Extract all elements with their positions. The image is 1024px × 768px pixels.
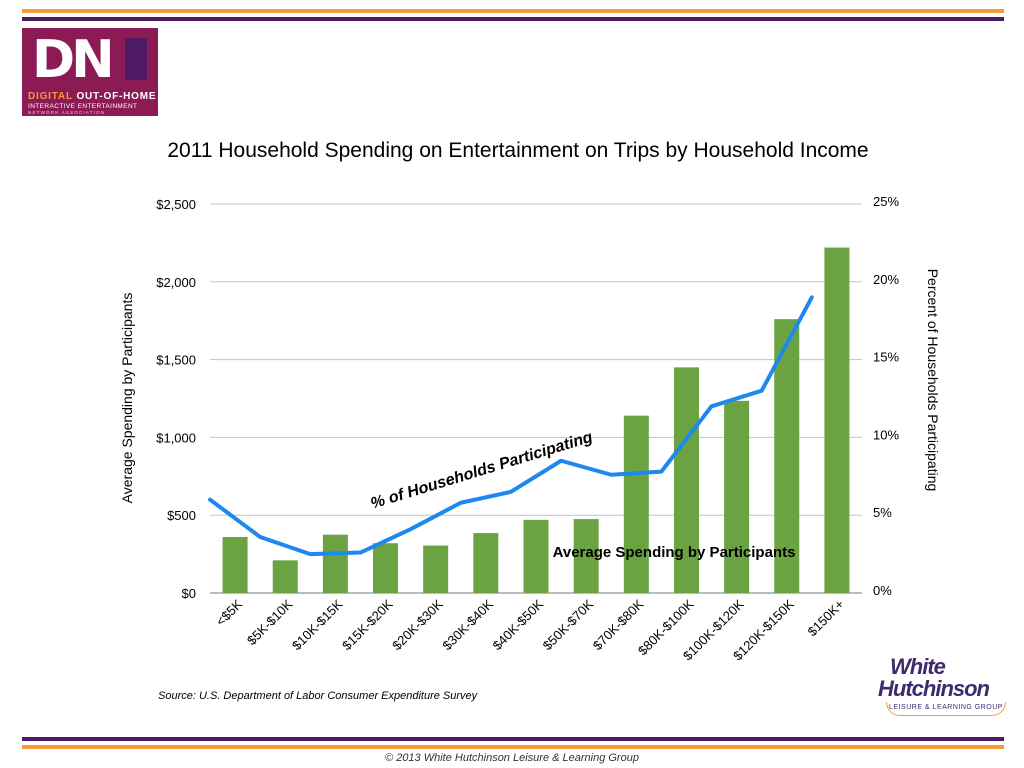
dooh-logo: DN DIGITAL OUT-OF-HOME INTERACTIVE ENTER… xyxy=(22,28,158,116)
x-axis-ticks: <$5K$5K-$10K$10K-$15K$15K-$20K$20K-$30K$… xyxy=(213,596,847,663)
copyright: © 2013 White Hutchinson Leisure & Learni… xyxy=(385,752,639,764)
x-tick-label: $150K+ xyxy=(804,597,847,640)
bars xyxy=(222,247,850,593)
bar xyxy=(523,519,549,593)
y2-tick-label: 5% xyxy=(873,505,892,520)
x-tick-label: $20K-$30K xyxy=(389,596,446,653)
participation-line xyxy=(208,295,814,557)
y-tick-label: $2,000 xyxy=(156,275,196,290)
x-tick-label: $50K-$70K xyxy=(540,596,597,653)
bar xyxy=(774,319,800,593)
y-tick-label: $1,500 xyxy=(156,353,196,368)
bar xyxy=(222,536,248,593)
line-path xyxy=(208,295,814,557)
y2-tick-label: 15% xyxy=(873,350,899,365)
y2-axis-label: Percent of Households Participating xyxy=(925,269,941,492)
bar xyxy=(272,560,298,593)
bar xyxy=(724,400,750,593)
dooh-logo-line1: DIGITAL OUT-OF-HOME xyxy=(28,91,156,102)
dooh-logo-block xyxy=(125,38,147,80)
top-rule-orange xyxy=(22,9,1004,13)
y-tick-label: $1,000 xyxy=(156,430,196,445)
bar xyxy=(373,543,399,593)
dooh-logo-digital: DIGITAL xyxy=(28,91,73,102)
bar xyxy=(673,367,699,593)
y-tick-label: $500 xyxy=(167,508,196,523)
y2-tick-label: 25% xyxy=(873,194,899,209)
x-tick-label: $30K-$40K xyxy=(439,596,496,653)
wh-logo-line2: Hutchinson xyxy=(878,676,990,701)
white-hutchinson-logo: White Hutchinson LEISURE & LEARNING GROU… xyxy=(862,656,1010,726)
y2-tick-label: 20% xyxy=(873,272,899,287)
bar-series-label: Average Spending by Participants xyxy=(553,544,796,561)
bar xyxy=(573,519,599,593)
wh-logo-line1: White xyxy=(890,654,946,679)
bar xyxy=(473,533,499,593)
bottom-rule-purple xyxy=(22,737,1004,741)
y-tick-label: $0 xyxy=(182,586,196,601)
y-axis-label: Average Spending by Participants xyxy=(119,293,135,504)
source-note: Source: U.S. Department of Labor Consume… xyxy=(158,690,478,702)
bar xyxy=(322,534,348,593)
bottom-rule-orange xyxy=(22,745,1004,749)
x-tick-label: <$5K xyxy=(213,596,246,629)
top-rule-purple xyxy=(22,17,1004,21)
bar xyxy=(623,415,649,593)
x-tick-label: $5K-$10K xyxy=(244,596,296,648)
x-tick-label: $10K-$15K xyxy=(289,596,346,653)
dooh-logo-line3: NETWORK ASSOCIATION xyxy=(28,110,106,115)
bar xyxy=(423,545,449,593)
wh-logo-ribbon: LEISURE & LEARNING GROUP xyxy=(886,702,1006,716)
dooh-logo-out-of-home: OUT-OF-HOME xyxy=(72,91,157,102)
y2-tick-label: 0% xyxy=(873,583,892,598)
y-tick-label: $2,500 xyxy=(156,197,196,212)
dooh-logo-line2: INTERACTIVE ENTERTAINMENT xyxy=(28,103,138,110)
chart-title: 2011 Household Spending on Entertainment… xyxy=(167,139,868,162)
dooh-logo-mark: DN xyxy=(32,30,115,90)
x-tick-label: $15K-$20K xyxy=(339,596,396,653)
y2-tick-label: 10% xyxy=(873,427,899,442)
bar xyxy=(824,247,850,593)
right-axis-ticks: 0% 5% 10% 15% 20% 25% xyxy=(873,194,899,598)
x-tick-label: $40K-$50K xyxy=(490,596,547,653)
left-axis-ticks: $0 $500 $1,000 $1,500 $2,000 $2,500 xyxy=(156,197,196,601)
